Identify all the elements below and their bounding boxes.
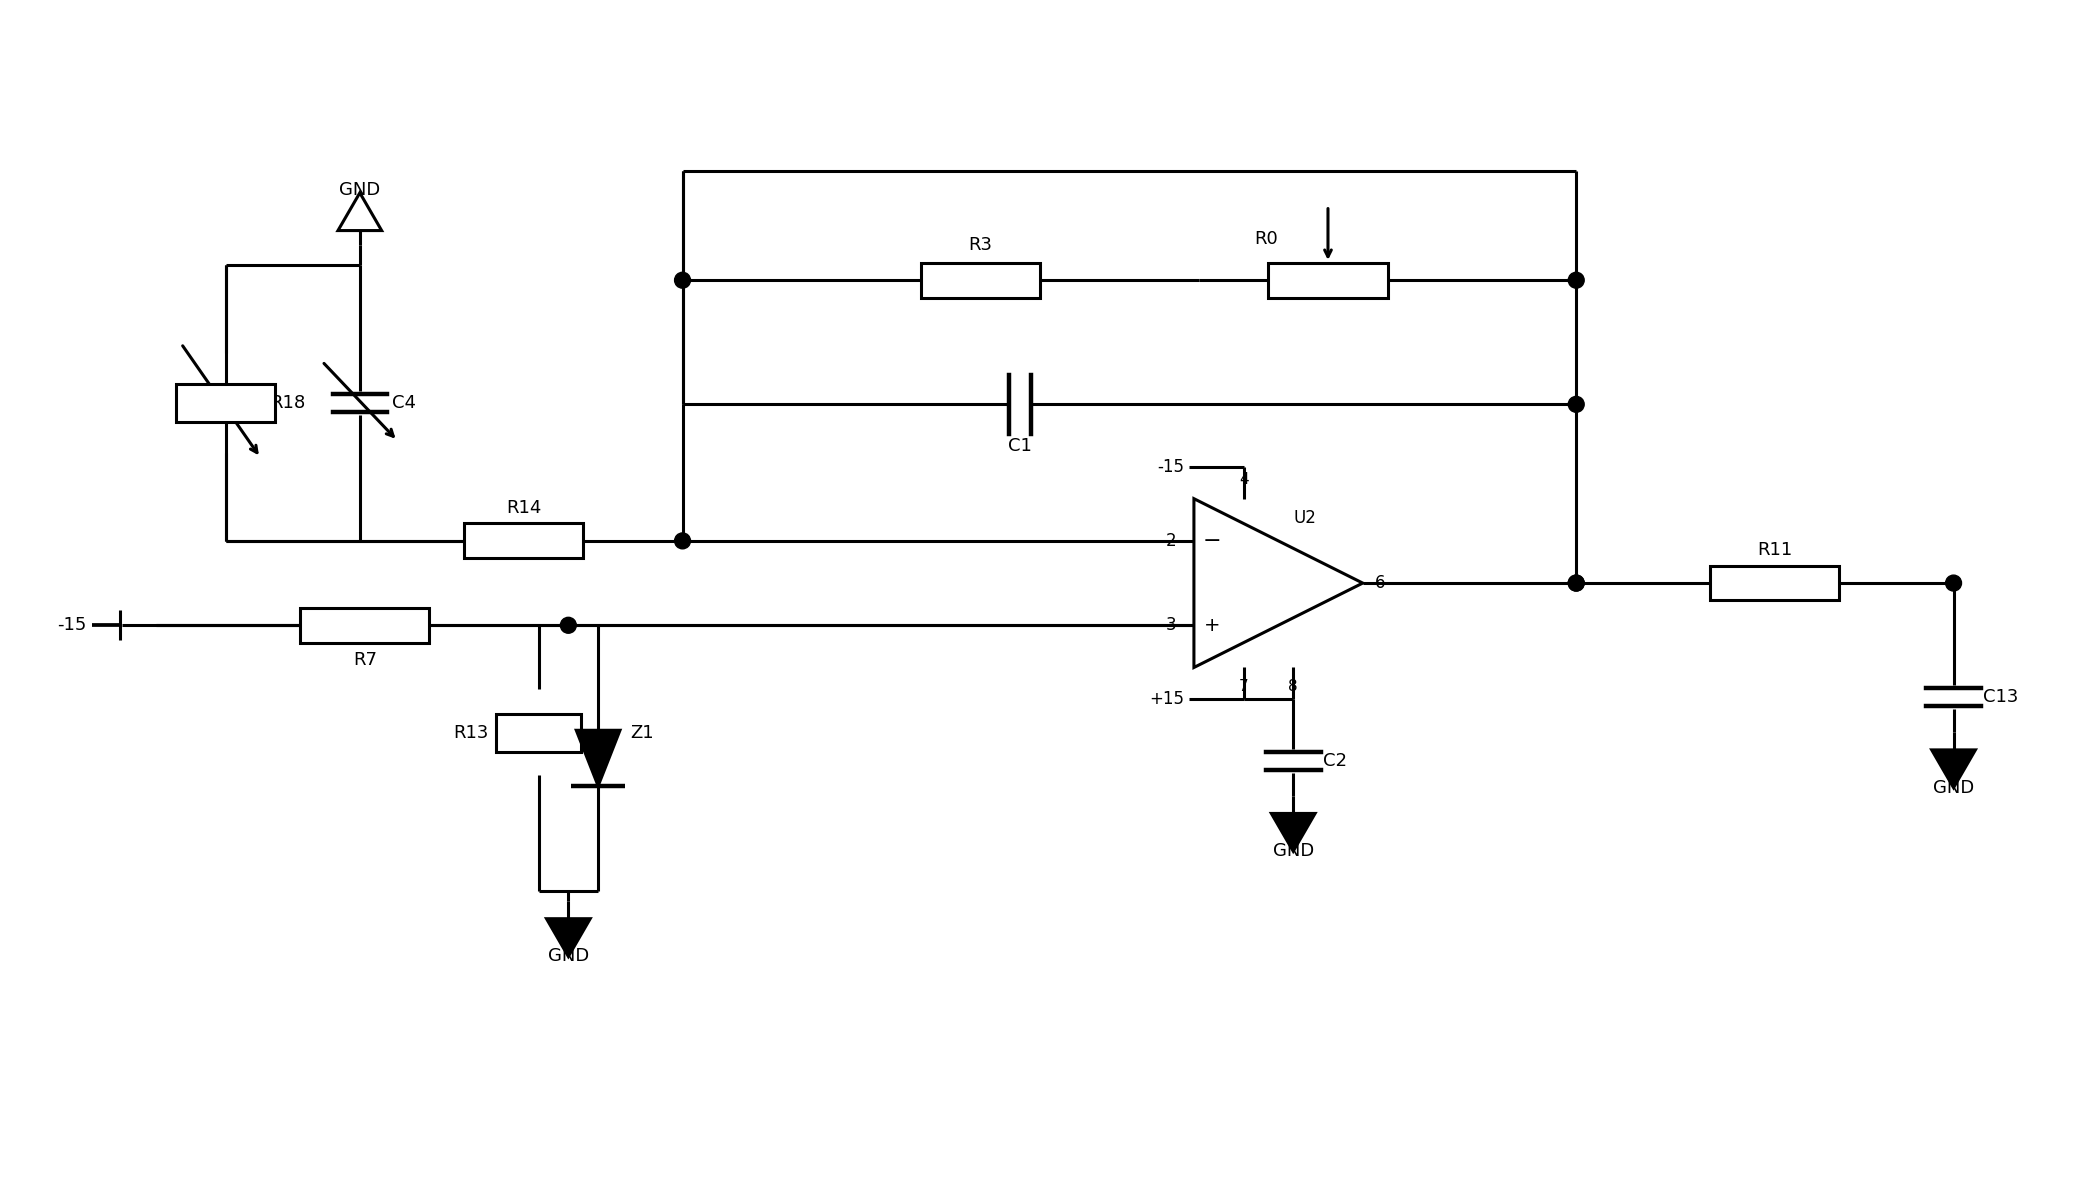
- Circle shape: [1569, 575, 1584, 590]
- Text: +15: +15: [1148, 690, 1184, 708]
- Circle shape: [675, 272, 690, 289]
- Text: GND: GND: [1273, 842, 1313, 860]
- Text: R7: R7: [352, 651, 377, 669]
- Text: 6: 6: [1375, 574, 1386, 592]
- Text: C1: C1: [1009, 437, 1032, 455]
- Bar: [1269, 263, 1388, 297]
- Bar: [921, 263, 1040, 297]
- Circle shape: [1569, 272, 1584, 289]
- Text: 2: 2: [1165, 532, 1175, 550]
- Text: 7: 7: [1238, 680, 1248, 695]
- Bar: [177, 384, 275, 422]
- Bar: [1711, 565, 1840, 600]
- Text: -15: -15: [1157, 457, 1184, 476]
- Text: C13: C13: [1984, 688, 2019, 707]
- Bar: [496, 714, 581, 752]
- Text: -15: -15: [58, 617, 88, 634]
- Text: R0: R0: [1255, 229, 1277, 247]
- Text: R11: R11: [1757, 542, 1792, 560]
- Polygon shape: [1194, 499, 1363, 668]
- Text: −: −: [1202, 531, 1221, 551]
- Text: R14: R14: [506, 499, 542, 517]
- Polygon shape: [577, 731, 619, 786]
- Text: C4: C4: [392, 394, 415, 412]
- Text: +: +: [1205, 615, 1219, 634]
- Polygon shape: [1271, 814, 1315, 851]
- Text: R13: R13: [454, 725, 490, 742]
- Text: R3: R3: [969, 236, 992, 254]
- Text: GND: GND: [1934, 778, 1974, 797]
- Polygon shape: [338, 192, 381, 230]
- Circle shape: [1946, 575, 1961, 590]
- Text: 3: 3: [1165, 617, 1175, 634]
- Circle shape: [561, 618, 577, 633]
- Bar: [300, 608, 429, 643]
- Polygon shape: [1932, 750, 1976, 788]
- Text: R18: R18: [271, 394, 306, 412]
- Circle shape: [1569, 397, 1584, 412]
- Text: Z1: Z1: [629, 725, 654, 742]
- Bar: [465, 524, 584, 558]
- Text: U2: U2: [1294, 508, 1317, 526]
- Text: 8: 8: [1288, 680, 1298, 695]
- Polygon shape: [546, 918, 590, 956]
- Circle shape: [1569, 575, 1584, 590]
- Circle shape: [675, 533, 690, 549]
- Text: C2: C2: [1323, 752, 1346, 770]
- Text: 4: 4: [1238, 472, 1248, 487]
- Text: GND: GND: [548, 948, 590, 966]
- Text: GND: GND: [340, 181, 381, 198]
